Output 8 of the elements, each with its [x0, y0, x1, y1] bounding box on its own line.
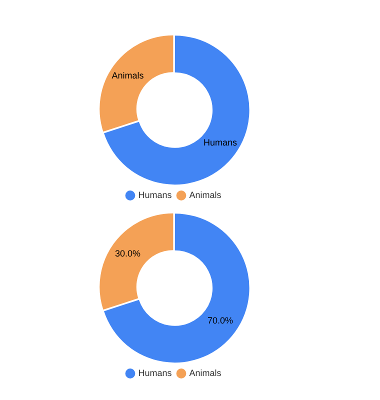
data-label: Humans [203, 138, 238, 148]
legend-label: Animals [189, 190, 222, 200]
data-label: Animals [112, 70, 144, 80]
legend-label: Humans [138, 368, 172, 378]
legend-label: Humans [138, 190, 172, 200]
data-label: 70.0% [207, 316, 233, 326]
legend-label: Animals [189, 368, 222, 378]
data-label: 30.0% [115, 248, 141, 258]
